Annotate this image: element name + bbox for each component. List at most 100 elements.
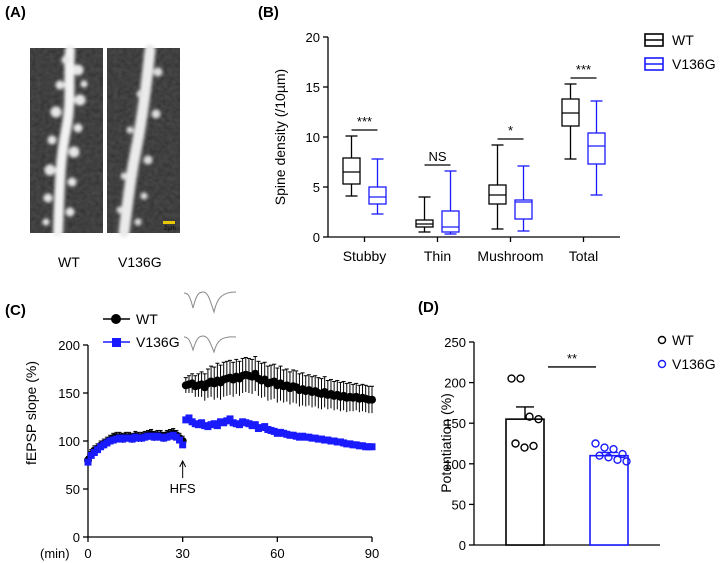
micrograph-v136g: 2µm — [107, 44, 180, 238]
c-point-v136g — [251, 421, 259, 429]
box-wt-mushroom — [488, 144, 507, 230]
box-v136g-thin-iqr — [441, 210, 460, 233]
micrograph-wt — [30, 45, 103, 237]
b-y-tick-label: 10 — [306, 130, 320, 145]
c-point-v136g — [185, 414, 193, 422]
d-point-v136g — [609, 444, 618, 454]
hfs-label: HFS — [170, 481, 196, 496]
box-wt-total — [561, 83, 580, 160]
c-x-unit: (min) — [40, 546, 70, 561]
panel-label-a: (A) — [5, 4, 26, 21]
c-point-v136g — [213, 422, 221, 430]
b-y-tick-label: 0 — [313, 230, 320, 245]
scale-bar-label: 2µm — [164, 226, 176, 232]
c-y-tick-label: 150 — [58, 386, 80, 401]
d-point-v136g — [600, 443, 609, 452]
c-x-tick-label: 0 — [84, 546, 91, 561]
panel-label-d: (D) — [418, 299, 439, 316]
b-legend-label-v136g: V136G — [672, 56, 716, 72]
d-y-tick-label: 200 — [444, 376, 466, 391]
c-legend-marker-wt — [111, 314, 121, 324]
b-x-tick-label: Mushroom — [477, 248, 543, 264]
c-y-axis-label: fEPSP slope (%) — [23, 361, 39, 465]
scale-bar — [163, 221, 175, 224]
d-point-wt — [520, 443, 529, 452]
panel-label-c: (C) — [5, 302, 26, 319]
box-wt-thin — [415, 196, 434, 233]
c-series-wt — [84, 356, 376, 465]
d-legend: WT V136G — [657, 332, 716, 372]
d-legend-label-v136g: V136G — [672, 356, 716, 372]
b-x-tick-label: Thin — [424, 248, 451, 264]
d-point-wt — [511, 439, 520, 448]
hfs-arrow-head — [179, 459, 187, 468]
d-legend-marker-wt — [657, 335, 667, 345]
d-point-v136g — [618, 449, 627, 459]
b-sig-label: *** — [576, 62, 591, 77]
d-bar-v136g — [589, 454, 629, 546]
box-v136g-total-iqr — [587, 132, 606, 165]
b-sig-label: * — [508, 123, 513, 138]
box-v136g-thin — [441, 170, 460, 235]
b-y-tick-label: 5 — [313, 180, 320, 195]
box-v136g-mushroom — [514, 165, 533, 232]
d-point-wt — [507, 374, 516, 383]
d-bar-wt — [505, 418, 545, 546]
box-wt-stubby-iqr — [342, 157, 361, 185]
caption-wt: WT — [58, 254, 80, 270]
b-sig-label: NS — [428, 149, 446, 164]
d-point-wt — [516, 374, 525, 383]
b-y-axis-label: Spine density (/10µm) — [272, 69, 288, 205]
c-y-tick-label: 0 — [73, 530, 80, 545]
c-point-v136g — [84, 458, 92, 466]
d-legend-label-wt: WT — [672, 332, 694, 348]
bar-chart-potentiation: Potentiation (%) WT V136G 0 50 100 150 200 25… — [438, 332, 716, 553]
d-point-v136g — [595, 451, 604, 460]
b-y-tick-label: 15 — [306, 80, 320, 95]
c-legend-marker-v136g — [112, 338, 121, 347]
d-y-tick-label: 150 — [444, 416, 466, 431]
example-trace-wt — [183, 291, 237, 314]
d-y-tick-label: 50 — [452, 497, 466, 512]
c-y-tick-label: 50 — [66, 482, 80, 497]
c-point-wt — [368, 395, 376, 404]
line-chart-fepsp: fEPSP slope (%) (min) WT V136G HFS 0 50 10… — [23, 291, 379, 561]
c-legend-label-v136g: V136G — [136, 334, 180, 350]
d-point-v136g — [591, 439, 600, 448]
b-sig-label: *** — [357, 114, 372, 129]
c-point-v136g — [179, 441, 187, 449]
b-legend: WT V136G — [644, 32, 716, 72]
b-y-tick-label: 20 — [306, 30, 320, 45]
c-y-tick-label: 200 — [58, 338, 80, 353]
c-x-tick-label: 90 — [365, 546, 379, 561]
b-legend-label-wt: WT — [672, 32, 694, 48]
d-point-wt — [525, 412, 534, 421]
d-point-v136g — [622, 457, 631, 466]
c-point-v136g — [176, 436, 184, 444]
d-legend-marker-v136g — [657, 359, 667, 369]
d-y-axis-label: Potentiation (%) — [438, 393, 454, 493]
example-trace-v136g — [183, 335, 237, 354]
c-series-v136g — [84, 414, 376, 466]
b-x-tick-label: Stubby — [343, 248, 387, 264]
panel-label-b: (B) — [258, 4, 279, 21]
c-point-v136g — [368, 443, 376, 451]
d-y-tick-label: 100 — [444, 457, 466, 472]
box-v136g-mushroom-iqr — [514, 199, 533, 220]
d-point-v136g — [613, 455, 622, 464]
box-v136g-stubby — [368, 158, 387, 215]
c-x-tick-label: 30 — [175, 546, 189, 561]
box-v136g-total — [587, 100, 606, 196]
box-chart-spine-density: Spine density (/10µm) WT V136G 0 5 10 15 20 S… — [272, 30, 716, 264]
c-point-v136g — [226, 415, 234, 423]
box-wt-stubby — [342, 135, 361, 197]
d-y-tick-label: 0 — [459, 538, 466, 553]
c-legend: WT V136G — [103, 311, 180, 350]
c-x-tick-label: 60 — [270, 546, 284, 561]
d-point-wt — [534, 414, 543, 424]
d-sig-label: ** — [567, 351, 577, 366]
c-legend-label-wt: WT — [136, 311, 158, 327]
b-x-tick-label: Total — [569, 248, 599, 264]
d-point-v136g — [604, 453, 613, 462]
